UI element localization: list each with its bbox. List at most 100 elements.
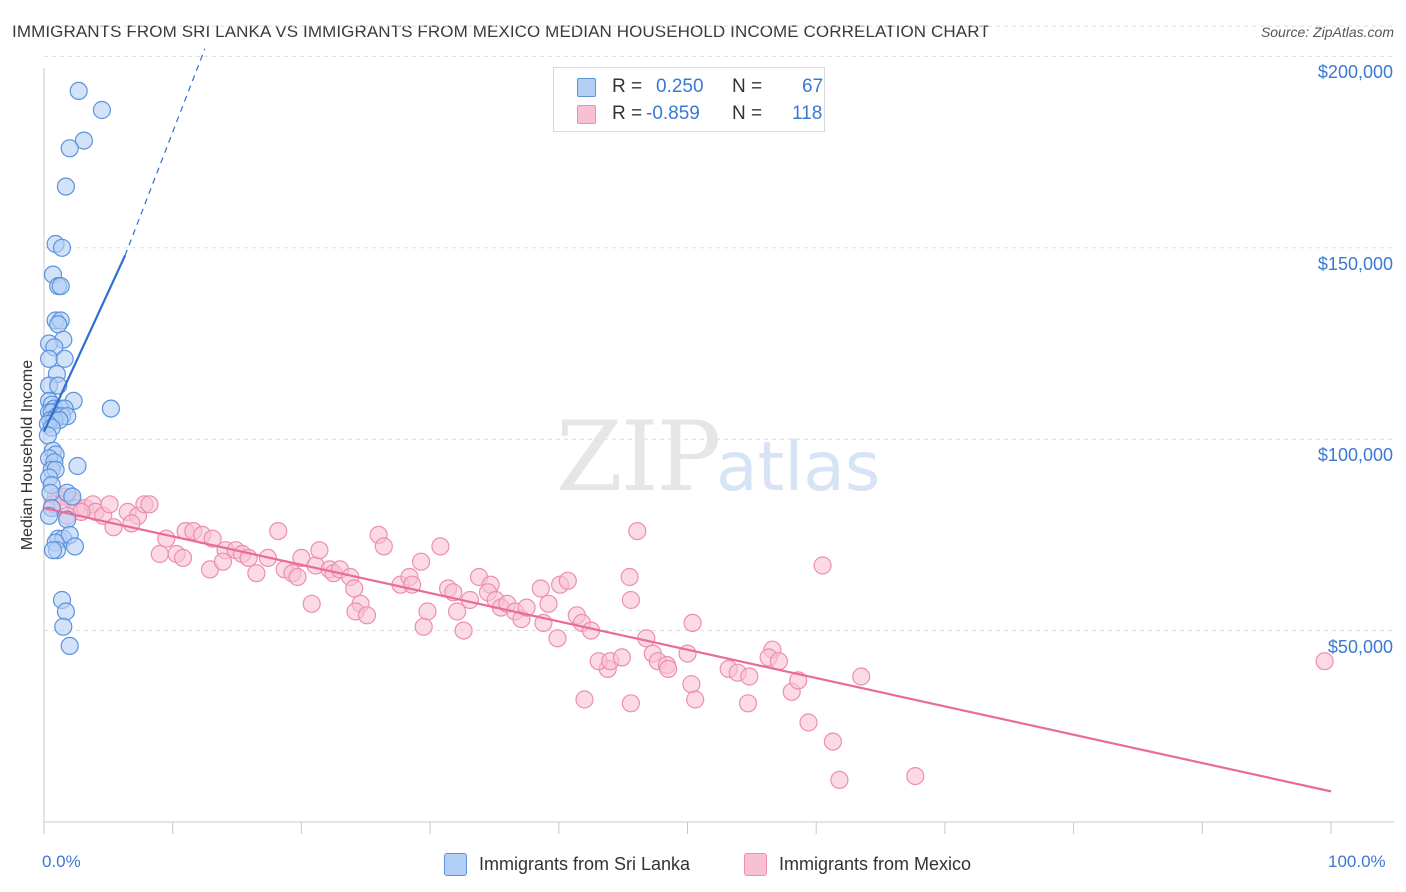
watermark: ZIP atlas bbox=[556, 401, 880, 513]
point-mexico bbox=[628, 521, 647, 541]
point-mexico bbox=[621, 694, 641, 713]
legend-item-srilanka[interactable]: Immigrants from Sri Lanka bbox=[444, 850, 690, 878]
point-mexico bbox=[906, 766, 925, 786]
point-mexico bbox=[1315, 652, 1334, 671]
point-srilanka bbox=[56, 177, 76, 196]
point-srilanka bbox=[60, 139, 79, 158]
point-mexico bbox=[357, 606, 377, 625]
point-mexico bbox=[173, 548, 193, 568]
point-mexico bbox=[288, 567, 307, 587]
watermark-atlas: atlas bbox=[716, 428, 880, 507]
stats-n-label: N = bbox=[732, 76, 763, 97]
point-mexico bbox=[531, 579, 550, 598]
point-srilanka bbox=[63, 487, 82, 506]
watermark-zip: ZIP bbox=[556, 401, 719, 513]
point-srilanka bbox=[101, 399, 121, 418]
point-mexico bbox=[620, 567, 639, 587]
point-srilanka bbox=[92, 100, 112, 120]
x-tick-label-min: 0.0% bbox=[42, 852, 81, 871]
y-tick-label: $100,000 bbox=[1317, 445, 1393, 466]
point-srilanka bbox=[51, 277, 70, 296]
point-srilanka bbox=[43, 541, 63, 560]
point-mexico bbox=[548, 629, 567, 648]
point-mexico bbox=[414, 617, 433, 636]
point-mexico bbox=[517, 598, 536, 617]
trendline-srilanka-projection bbox=[124, 48, 206, 256]
point-srilanka bbox=[55, 349, 74, 368]
point-mexico bbox=[740, 667, 759, 686]
point-srilanka bbox=[49, 315, 68, 334]
y-axis-label: Median Household Income bbox=[19, 359, 36, 551]
legend-label-srilanka: Immigrants from Sri Lanka bbox=[479, 853, 691, 874]
point-mexico bbox=[345, 579, 364, 598]
point-mexico bbox=[799, 713, 818, 732]
point-mexico bbox=[575, 690, 594, 709]
point-mexico bbox=[431, 537, 450, 556]
axes bbox=[43, 68, 1394, 834]
point-mexico bbox=[539, 594, 558, 613]
point-mexico bbox=[140, 495, 159, 514]
legend-item-mexico[interactable]: Immigrants from Mexico bbox=[744, 850, 971, 878]
source-credit: Source: ZipAtlas.com bbox=[1260, 24, 1394, 40]
stats-r-value: -0.859 bbox=[646, 103, 700, 124]
point-mexico bbox=[683, 613, 702, 633]
point-mexico bbox=[686, 690, 705, 709]
stats-n-value: 67 bbox=[802, 76, 824, 97]
point-srilanka bbox=[39, 349, 59, 368]
x-tick-label-max: 100.0% bbox=[1328, 852, 1386, 871]
trendlines bbox=[43, 48, 1332, 793]
point-mexico bbox=[769, 652, 789, 671]
point-mexico bbox=[738, 694, 758, 713]
stats-n-label: N = bbox=[732, 103, 763, 124]
point-mexico bbox=[247, 564, 266, 583]
point-mexico bbox=[310, 541, 329, 560]
point-mexico bbox=[302, 594, 321, 613]
point-mexico bbox=[292, 548, 311, 568]
point-srilanka bbox=[52, 238, 72, 257]
point-srilanka bbox=[38, 426, 58, 445]
point-mexico bbox=[418, 602, 437, 621]
stats-r-label: R = bbox=[612, 76, 643, 97]
point-mexico bbox=[374, 537, 393, 556]
point-srilanka bbox=[65, 537, 85, 556]
point-mexico bbox=[448, 602, 467, 621]
point-mexico bbox=[100, 495, 119, 514]
point-srilanka bbox=[74, 131, 94, 150]
point-mexico bbox=[823, 732, 843, 751]
point-srilanka bbox=[56, 602, 76, 621]
y-tick-label: $200,000 bbox=[1317, 62, 1393, 83]
point-srilanka bbox=[39, 506, 59, 525]
legend-label-mexico: Immigrants from Mexico bbox=[779, 853, 972, 874]
stats-box: R = 0.250 N = 67 R = -0.859 N = 118 bbox=[553, 67, 825, 132]
y-tick-label: $150,000 bbox=[1317, 253, 1393, 274]
point-mexico bbox=[213, 552, 232, 571]
stats-r-value: 0.250 bbox=[656, 76, 704, 97]
point-mexico bbox=[558, 571, 577, 590]
chart-title: IMMIGRANTS FROM SRI LANKA VS IMMIGRANTS … bbox=[12, 22, 990, 41]
stats-swatch-mexico bbox=[577, 105, 596, 124]
point-mexico bbox=[150, 544, 169, 564]
legend-swatch-srilanka bbox=[444, 852, 467, 876]
point-mexico bbox=[203, 529, 222, 548]
gridlines bbox=[44, 25, 1394, 632]
point-mexico bbox=[659, 659, 678, 679]
trendline-mexico bbox=[43, 507, 1332, 793]
point-srilanka bbox=[60, 636, 79, 656]
point-mexico bbox=[852, 667, 871, 686]
point-mexico bbox=[830, 770, 849, 790]
point-mexico bbox=[682, 675, 701, 694]
point-srilanka bbox=[69, 81, 88, 101]
stats-swatch-srilanka bbox=[577, 78, 596, 97]
y-tick-label: $50,000 bbox=[1327, 636, 1393, 657]
point-mexico bbox=[412, 552, 431, 571]
point-mexico bbox=[813, 556, 832, 575]
point-mexico bbox=[612, 648, 632, 667]
stats-n-value: 118 bbox=[792, 103, 823, 124]
point-mexico bbox=[269, 521, 288, 541]
stats-r-label: R = bbox=[612, 103, 643, 124]
trendline-srilanka bbox=[43, 254, 127, 433]
point-srilanka bbox=[41, 483, 60, 502]
legend-swatch-mexico bbox=[744, 852, 767, 876]
point-srilanka bbox=[68, 456, 87, 476]
